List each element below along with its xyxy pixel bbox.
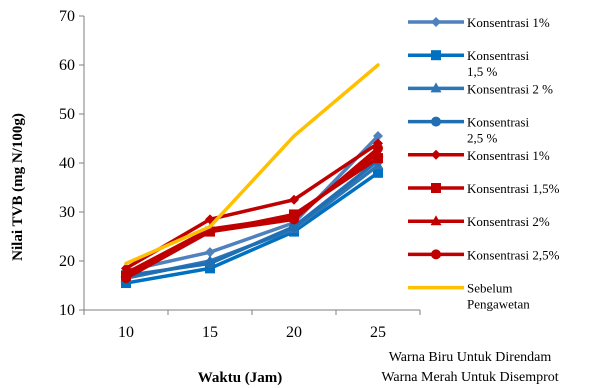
series-layer [120,63,384,289]
data-point [121,273,131,284]
data-point [289,221,299,232]
data-point [205,258,215,269]
data-point [373,143,383,154]
series-line [124,146,380,280]
annotation-blue: Warna Biru Untuk Direndam [389,350,552,365]
y-tick-label: 50 [59,106,75,123]
series-line [124,63,380,266]
legend-item-1: Konsentrasi 1% [408,15,550,30]
y-tick-label: 30 [59,204,75,221]
legend-item-6: Konsentrasi 1,5% [408,181,560,196]
series-5 [121,138,383,274]
legend-item-5: Konsentrasi 1% [408,148,550,163]
legend-label: Sebelum [467,281,513,296]
legend-item-8: Konsentrasi 2,5% [408,247,560,262]
data-point [289,194,299,205]
legend-label: 1,5 % [467,64,498,79]
y-tick-label: 60 [59,57,75,74]
data-point [205,247,215,258]
annotation-red: Warna Merah Untuk Disemprot [381,370,558,385]
x-tick-label: 10 [118,324,134,341]
legend-label: Konsentrasi 2,5% [467,247,560,262]
legend-swatch-marker [430,215,442,226]
legend-swatch-marker [431,17,441,27]
data-point [373,167,383,178]
plot-area: 10 20 30 40 50 60 70 10 15 20 25 [59,8,421,341]
legend-label: Konsentrasi [467,48,529,63]
legend-item-7: Konsentrasi 2% [408,214,550,229]
series-line [124,171,380,285]
legend-swatch-marker [431,183,441,193]
legend-label: Konsentrasi 2% [467,214,550,229]
series-9 [124,63,380,266]
legend-label: Konsentrasi [467,115,529,130]
legend-swatch-marker [431,50,441,61]
y-tick-label: 40 [59,155,75,172]
legend-label: Pengawetan [467,297,530,312]
legend-label: Konsentrasi 2 % [467,81,553,96]
series-line [124,158,380,278]
x-axis-title: Waktu (Jam) [198,370,283,386]
legend-swatch-marker [430,82,442,93]
data-point [373,153,383,164]
legend-label: Konsentrasi 1% [467,15,550,30]
legend-swatch-marker [431,249,441,260]
y-tick-label: 10 [59,302,75,319]
legend-swatch-marker [431,116,441,127]
y-tick-label: 20 [59,253,75,270]
legend-label: Konsentrasi 1,5% [467,181,560,196]
series-8 [121,143,383,284]
data-point [289,214,299,225]
x-tick-label: 20 [286,324,302,341]
y-axis-title: Nilai TVB (mg N/100g) [10,113,26,261]
series-line [124,134,380,273]
legend-swatch-marker [431,149,441,160]
y-tick-label: 70 [59,8,75,25]
x-tick-label: 15 [202,324,218,341]
legend-label: 2,5 % [467,131,498,146]
x-tick-label: 25 [370,324,386,341]
data-point [373,131,383,142]
legend-item-3: Konsentrasi 2 % [408,81,553,96]
legend-label: Konsentrasi 1% [467,148,550,163]
